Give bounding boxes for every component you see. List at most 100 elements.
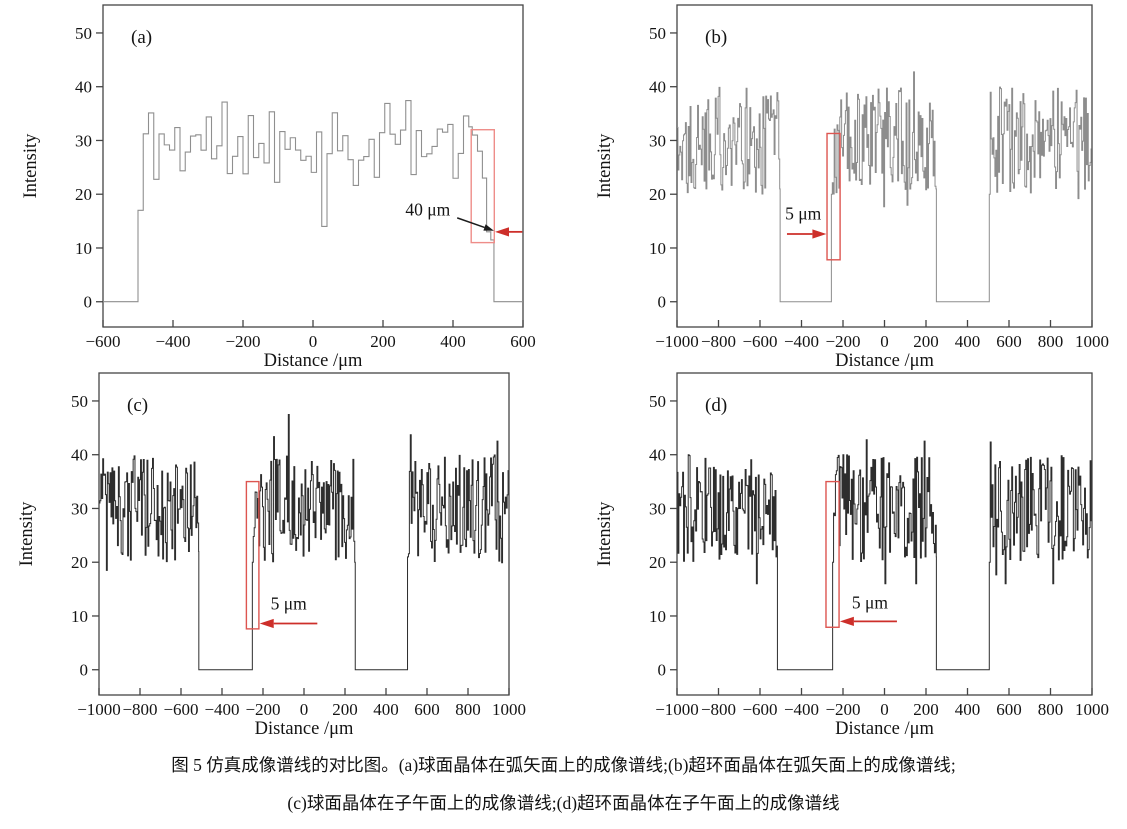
panel-c-xtick-label: 200 (332, 700, 358, 719)
panel-c-xtick-label: 800 (455, 700, 481, 719)
panel-c-xtick-label: 0 (300, 700, 309, 719)
panel-a-xlabel: Distance /μm (264, 351, 363, 371)
panel-d-ytick-label: 50 (649, 392, 666, 411)
panel-c-ylabel: Intensity (17, 501, 37, 566)
panel-a-xtick-label: 200 (370, 332, 396, 351)
figure-caption: 图 5 仿真成像谱线的对比图。(a)球面晶体在弧矢面上的成像谱线;(b)超环面晶… (0, 740, 1127, 816)
panel-c-xtick-label: −400 (204, 700, 239, 719)
panel-a-signal-trace (103, 99, 523, 303)
panel-d-tag: (d) (705, 395, 727, 416)
panel-a: −600 −400 −200 0 200 400 600 0 10 20 30 40 50 Distanc… (21, 4, 536, 371)
panel-b-xtick-label: −800 (701, 332, 736, 351)
panel-d-signal-trace (677, 439, 1092, 671)
panel-b-highlight-rect (826, 132, 841, 261)
panel-b-xtick-label: 800 (1038, 332, 1064, 351)
panel-c-highlight-rect (245, 480, 260, 630)
panel-b-xtick-label: 0 (880, 332, 889, 351)
panel-d-xtick-label: 200 (913, 700, 939, 719)
panel-c-xtick-label: 1000 (492, 700, 526, 719)
panel-b-ytick-label: 20 (649, 185, 666, 204)
panel-d-xtick-label: −800 (701, 700, 736, 719)
panel-c-ytick-label: 0 (80, 661, 89, 680)
panel-d-annotation-label: 5 μm (852, 592, 889, 612)
panel-a-ytick-label: 0 (84, 293, 93, 312)
panel-d-xtick-label: −400 (784, 700, 819, 719)
panel-d-xtick-label: 800 (1038, 700, 1064, 719)
panel-b-annotation-label: 5 μm (785, 203, 822, 223)
panel-d: −1000 −800 −600 −400 −200 0 200 400 600 800 1000 0 1… (595, 372, 1109, 739)
panel-c-red-arrow-head (259, 618, 274, 629)
panel-b-xtick-label: 200 (913, 332, 939, 351)
panel-d-xtick-label: 600 (996, 700, 1022, 719)
figure-canvas: −600 −400 −200 0 200 400 60001020304050Distanc… (17, 4, 1109, 739)
panel-a-ylabel: Intensity (21, 133, 41, 198)
panel-c-xtick-label: −800 (122, 700, 157, 719)
panel-c-ytick-label: 30 (71, 499, 88, 518)
panel-c-xtick-label: −1000 (77, 700, 121, 719)
panel-d-ytick-label: 30 (649, 499, 666, 518)
panel-b: −1000 −800 −600 −400 −200 0 200 400 600 800 1000 0 1… (595, 4, 1109, 371)
panel-a-xtick-label: 0 (309, 332, 318, 351)
panel-d-xtick-label: 400 (955, 700, 981, 719)
panel-c-ytick-label: 20 (71, 553, 88, 572)
panel-a-highlight-rect (470, 129, 496, 244)
panel-d-xlabel: Distance /μm (835, 719, 934, 739)
panel-a-black-arrow-shaft (456, 217, 485, 229)
panel-b-ylabel: Intensity (595, 133, 615, 198)
panel-d-ylabel: Intensity (595, 501, 615, 566)
panel-a-red-arrow-head (495, 227, 509, 237)
panel-c-xlabel: Distance /μm (255, 719, 354, 739)
panel-a-tag: (a) (131, 27, 152, 48)
panel-a-xtick-label: 400 (440, 332, 466, 351)
panel-a-ytick-label: 20 (75, 185, 92, 204)
panel-a-annotation: 40 μm (405, 129, 523, 244)
panel-a-ytick-label: 50 (75, 24, 92, 43)
panel-b-ytick-label: 0 (658, 293, 667, 312)
panel-d-ytick-label: 40 (649, 446, 666, 465)
panel-a-ytick-label: 40 (75, 78, 92, 97)
panel-c-signal-trace (99, 413, 509, 671)
panel-c-xtick-label: −200 (245, 700, 280, 719)
panel-a-xtick-label: 600 (510, 332, 536, 351)
panel-c-xtick-label: 600 (414, 700, 440, 719)
panel-b-xtick-label: 600 (996, 332, 1022, 351)
panel-d-xtick-label: 0 (880, 700, 889, 719)
panel-a-annotation-label: 40 μm (405, 200, 450, 220)
panel-d-red-arrow-head (839, 616, 854, 626)
panel-d-ytick-label: 20 (649, 553, 666, 572)
panel-b-xtick-label: −400 (784, 332, 819, 351)
panel-d-highlight-rect (825, 480, 840, 628)
panel-c-xtick-label: −600 (163, 700, 198, 719)
panel-d-xtick-label: 1000 (1075, 700, 1109, 719)
panel-b-tag: (b) (705, 27, 727, 48)
panel-d-xtick-label: −200 (825, 700, 860, 719)
panel-d-ytick-label: 10 (649, 607, 666, 626)
panel-c-xtick-label: 400 (373, 700, 399, 719)
panel-a-ytick-label: 30 (75, 131, 92, 150)
panel-b-ytick-label: 50 (649, 24, 666, 43)
panel-d-xtick-label: −600 (742, 700, 777, 719)
panel-c-ytick-label: 40 (71, 446, 88, 465)
panel-d-annotation: 5 μm (825, 480, 897, 628)
panel-b-annotation: 5 μm (785, 132, 841, 261)
panel-b-xtick-label: 1000 (1075, 332, 1109, 351)
panel-c-ytick-label: 50 (71, 392, 88, 411)
panel-a-xtick-label: −600 (85, 332, 120, 351)
panel-b-signal-trace (677, 71, 1092, 303)
panel-b-red-arrow-head (812, 229, 827, 239)
panel-c-annotation: 5 μm (245, 480, 318, 630)
panel-a-xtick-label: −400 (155, 332, 190, 351)
panel-b-xtick-label: −1000 (655, 332, 699, 351)
panel-d-xtick-label: −1000 (655, 700, 699, 719)
panel-b-xlabel: Distance /μm (835, 351, 934, 371)
caption-line-1: 图 5 仿真成像谱线的对比图。(a)球面晶体在弧矢面上的成像谱线;(b)超环面晶… (171, 755, 956, 775)
panel-c-tag: (c) (127, 395, 148, 416)
panel-b-xtick-label: −600 (742, 332, 777, 351)
panel-a-black-arrow-head (483, 224, 494, 231)
panel-a-ytick-label: 10 (75, 239, 92, 258)
panel-b-ytick-label: 40 (649, 78, 666, 97)
caption-line-2: (c)球面晶体在子午面上的成像谱线;(d)超环面晶体在子午面上的成像谱线 (287, 793, 840, 813)
panel-b-xtick-label: 400 (955, 332, 981, 351)
panel-c: −1000 −800 −600 −400 −200 0 200 400 600 800 1000 0 1… (17, 372, 526, 739)
panel-b-ytick-label: 30 (649, 131, 666, 150)
